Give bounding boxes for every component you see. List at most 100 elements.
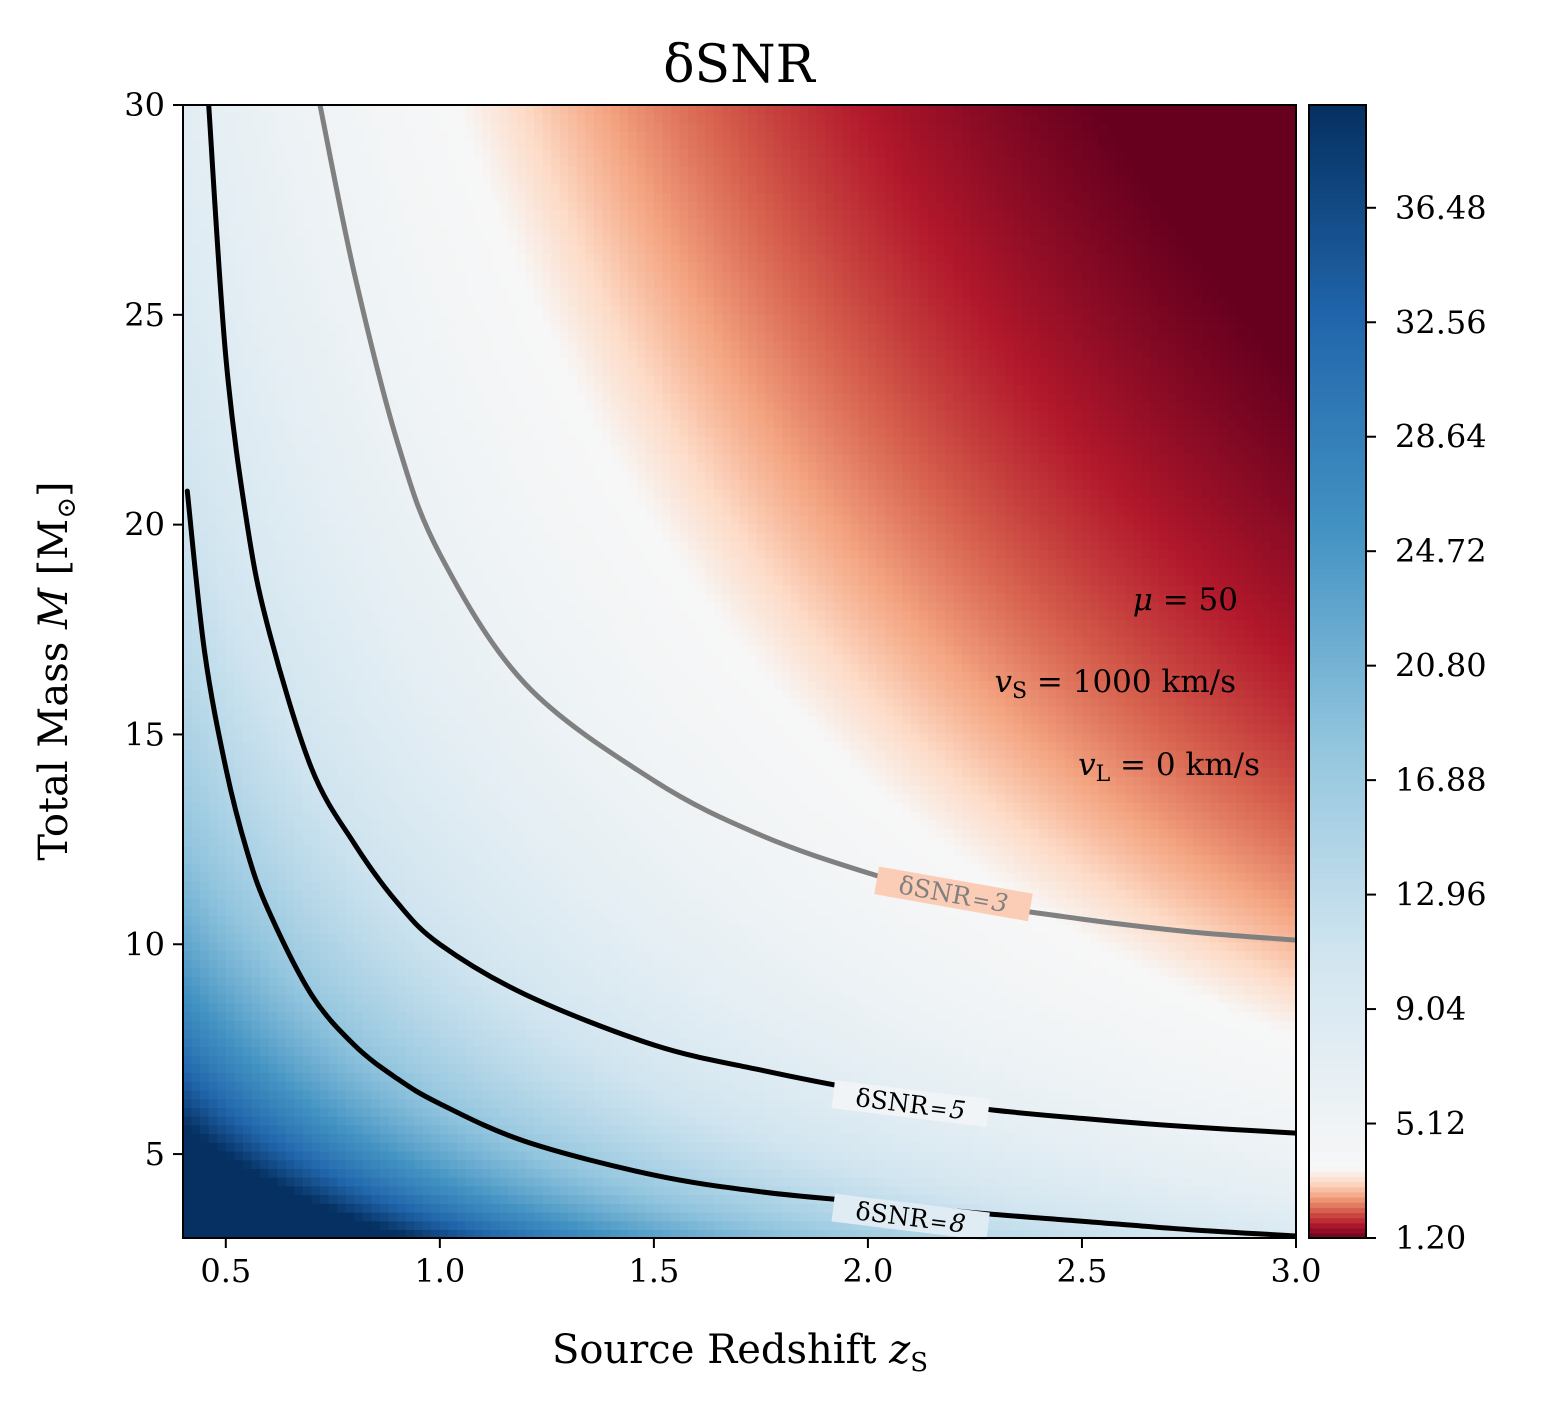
heatmap-cell [362, 627, 373, 638]
heatmap-cell [251, 715, 261, 725]
heatmap-cell [311, 898, 321, 908]
heatmap-cell [354, 436, 364, 446]
heatmap-cell [234, 924, 244, 934]
heatmap-cell [431, 741, 441, 751]
heatmap-cell [191, 941, 201, 952]
heatmap-cell [388, 575, 398, 586]
heatmap-cell [225, 1194, 236, 1204]
heatmap-cell [319, 654, 330, 664]
heatmap-cell [397, 113, 407, 124]
heatmap-cell [328, 314, 338, 324]
heatmap-cell [456, 1037, 467, 1047]
heatmap-cell [465, 1063, 475, 1074]
heatmap-cell [208, 383, 218, 394]
heatmap-cell [482, 688, 492, 699]
heatmap-cell [431, 1011, 441, 1021]
heatmap-cell [371, 776, 381, 786]
heatmap-cell [439, 959, 450, 969]
heatmap-cell [302, 375, 313, 385]
heatmap-cell [200, 122, 210, 132]
heatmap-cell [225, 514, 236, 525]
heatmap-cell [319, 924, 330, 934]
heatmap-cell [294, 601, 304, 612]
heatmap-cell [371, 1159, 381, 1169]
heatmap-cell [439, 261, 450, 272]
heatmap-cell [311, 967, 321, 978]
heatmap-cell [311, 1142, 321, 1152]
heatmap-cell [191, 723, 201, 734]
heatmap-cell [191, 131, 201, 141]
heatmap-cell [319, 139, 330, 150]
heatmap-cell [345, 410, 355, 420]
heatmap-cell [405, 540, 415, 551]
heatmap-cell [499, 671, 510, 681]
heatmap-cell [208, 723, 218, 734]
heatmap-cell [362, 1150, 373, 1161]
heatmap-cell [294, 1081, 304, 1091]
heatmap-cell [268, 871, 278, 882]
heatmap-cell [337, 383, 347, 394]
heatmap-cell [491, 497, 501, 507]
heatmap-cell [242, 122, 253, 132]
heatmap-cell [371, 1054, 381, 1065]
heatmap-cell [208, 131, 218, 141]
heatmap-cell [499, 810, 510, 821]
heatmap-cell [456, 235, 467, 246]
heatmap-cell [379, 593, 390, 603]
heatmap-cell [200, 331, 210, 342]
heatmap-cell [285, 1002, 295, 1013]
heatmap-cell [371, 305, 381, 315]
heatmap-cell [251, 331, 261, 342]
heatmap-cell [379, 444, 390, 455]
heatmap-cell [200, 793, 210, 803]
heatmap-cell [311, 1115, 321, 1126]
heatmap-cell [225, 636, 236, 647]
heatmap-cell [371, 601, 381, 612]
heatmap-cell [345, 976, 355, 986]
heatmap-cell [191, 601, 201, 612]
heatmap-cell [448, 244, 458, 254]
heatmap-cell [225, 898, 236, 908]
heatmap-cell [285, 279, 295, 289]
heatmap-cell [268, 1011, 278, 1021]
heatmap-cell [251, 863, 261, 873]
heatmap-cell [319, 1168, 330, 1178]
heatmap-cell [183, 584, 193, 594]
heatmap-cell [268, 662, 278, 673]
heatmap-cell [465, 732, 475, 742]
heatmap-cell [405, 959, 415, 969]
heatmap-cell [482, 1194, 492, 1204]
heatmap-cell [422, 924, 432, 934]
heatmap-cell [311, 1203, 321, 1213]
heatmap-cell [302, 305, 313, 315]
heatmap-cell [456, 453, 467, 464]
heatmap-cell [388, 1063, 398, 1074]
heatmap-cell [191, 462, 201, 472]
heatmap-cell [397, 810, 407, 821]
heatmap-cell [337, 688, 347, 699]
heatmap-cell [337, 166, 347, 176]
heatmap-cell [337, 270, 347, 281]
heatmap-cell [388, 505, 398, 516]
heatmap-cell [422, 837, 432, 847]
heatmap-cell [225, 1046, 236, 1056]
heatmap-cell [208, 1150, 218, 1161]
heatmap-cell [183, 200, 193, 211]
heatmap-cell [354, 1089, 364, 1100]
heatmap-cell [260, 1115, 270, 1126]
heatmap-cell [208, 828, 218, 838]
heatmap-cell [371, 688, 381, 699]
heatmap-cell [311, 645, 321, 655]
heatmap-cell [474, 959, 484, 969]
heatmap-cell [260, 845, 270, 856]
heatmap-cell [362, 741, 373, 751]
heatmap-cell [268, 575, 278, 586]
heatmap-cell [362, 610, 373, 620]
heatmap-cell [191, 819, 201, 830]
heatmap-cell [354, 113, 364, 124]
heatmap-cell [217, 1081, 227, 1091]
heatmap-cell [508, 1072, 518, 1082]
heatmap-cell [499, 793, 510, 803]
heatmap-cell [414, 113, 424, 124]
